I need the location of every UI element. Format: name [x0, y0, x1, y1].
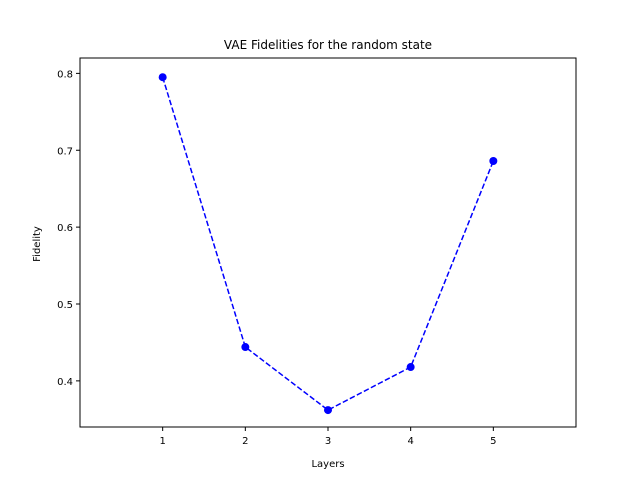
x-tick-label: 2: [242, 436, 248, 447]
chart-title: VAE Fidelities for the random state: [224, 38, 432, 52]
x-tick-label: 4: [407, 436, 413, 447]
y-tick-label: 0.5: [57, 300, 73, 311]
series-line: [161, 76, 495, 411]
x-tick-label: 5: [490, 436, 496, 447]
data-point: [324, 406, 332, 415]
y-tick-label: 0.4: [57, 377, 73, 388]
x-tick-label: 3: [325, 436, 331, 447]
x-tick-label: 1: [159, 436, 165, 447]
y-tick-label: 0.8: [57, 69, 73, 80]
data-point: [241, 343, 250, 352]
y-tick-label: 0.7: [57, 146, 73, 157]
data-point: [158, 73, 167, 82]
x-axis-label: Layers: [311, 459, 344, 470]
data-point: [489, 157, 498, 166]
y-tick-label: 0.6: [57, 223, 73, 234]
plot-area: 1 2 3 4 5 0.4 0.5 0.6 0.7 0.8: [57, 57, 577, 447]
data-point: [406, 363, 415, 372]
y-axis-label: Fidelity: [32, 226, 43, 262]
